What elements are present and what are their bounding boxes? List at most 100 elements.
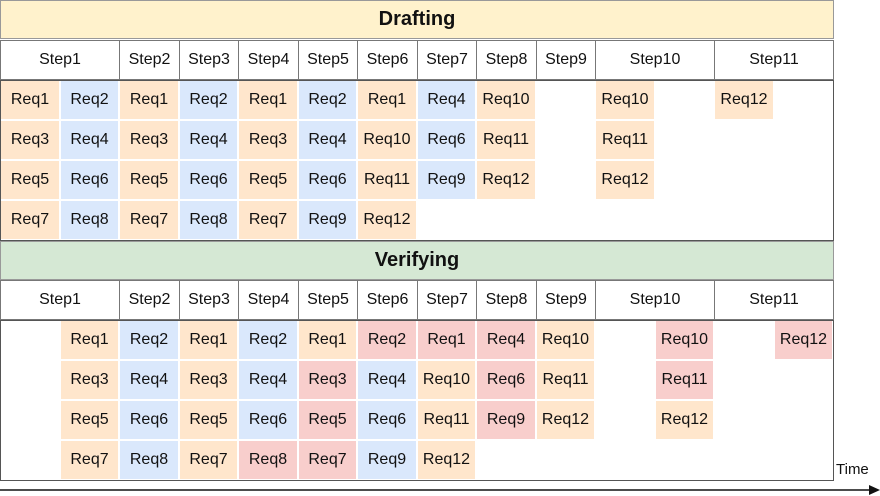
drafting-request-cell: Req9 [298,200,357,240]
verifying-step-header: Step3 [179,280,239,320]
verifying-request-cell: Req11 [655,360,714,400]
drafting-step-header: Step7 [417,40,477,80]
drafting-request-cell: Req12 [357,200,417,240]
verifying-request-cell: Req9 [357,440,417,480]
verifying-column [0,320,61,480]
verifying-request-cell: Req1 [417,320,476,360]
drafting-request-cell: Req3 [119,120,179,160]
drafting-request-cell: Req7 [0,200,60,240]
verifying-step-header: Step5 [298,280,358,320]
drafting-request-cell: Req1 [119,80,179,120]
drafting-step-header: Step6 [357,40,418,80]
drafting-request-cell: Req2 [298,80,357,120]
drafting-request-cell: Req12 [714,80,774,120]
verifying-step-header: Step9 [536,280,596,320]
drafting-request-cell: Req6 [298,160,357,200]
verifying-request-cell: Req12 [774,320,833,360]
drafting-step-header: Step10 [595,40,715,80]
verifying-request-cell: Req10 [536,320,595,360]
drafting-request-cell: Req12 [595,160,655,200]
drafting-request-cell: Req3 [238,120,298,160]
drafting-request-cell: Req11 [476,120,536,160]
verifying-request-cell: Req11 [536,360,595,400]
verifying-request-cell: Req6 [357,400,417,440]
verifying-request-cell: Req10 [655,320,714,360]
drafting-column [774,80,834,240]
drafting-step-header: Step11 [714,40,834,80]
drafting-request-cell: Req2 [179,80,238,120]
verifying-request-cell: Req12 [655,400,714,440]
verifying-step-header: Step10 [595,280,715,320]
verifying-request-cell: Req3 [179,360,238,400]
verifying-request-cell: Req6 [238,400,298,440]
drafting-column [655,80,715,240]
verifying-request-cell: Req4 [238,360,298,400]
drafting-step-header: Step3 [179,40,239,80]
verifying-request-cell: Req1 [60,320,119,360]
verifying-step-header: Step7 [417,280,477,320]
verifying-step-header: Step2 [119,280,180,320]
drafting-request-cell: Req6 [179,160,238,200]
verifying-request-cell: Req6 [119,400,179,440]
drafting-request-cell: Req2 [60,80,119,120]
verifying-request-cell: Req6 [476,360,536,400]
verifying-request-cell: Req2 [238,320,298,360]
verifying-request-cell: Req7 [298,440,357,480]
verifying-step-header: Step1 [0,280,120,320]
verifying-request-cell: Req2 [119,320,179,360]
verifying-request-cell: Req3 [298,360,357,400]
drafting-request-cell: Req8 [179,200,238,240]
drafting-request-cell: Req11 [357,160,417,200]
verifying-request-cell: Req4 [119,360,179,400]
drafting-request-cell: Req7 [238,200,298,240]
time-axis-label: Time [836,461,869,478]
verifying-request-cell: Req4 [476,320,536,360]
drafting-request-cell: Req7 [119,200,179,240]
verifying-step-header: Step11 [714,280,834,320]
drafting-request-cell: Req4 [60,120,119,160]
verifying-request-cell: Req12 [417,440,476,480]
verifying-request-cell: Req12 [536,400,595,440]
verifying-step-header: Step6 [357,280,418,320]
drafting-step-header: Step1 [0,40,120,80]
drafting-request-cell: Req4 [179,120,238,160]
drafting-request-cell: Req3 [0,120,60,160]
verifying-request-cell: Req7 [60,440,119,480]
drafting-step-header: Step5 [298,40,358,80]
verifying-request-cell: Req9 [476,400,536,440]
drafting-title: Drafting [0,0,834,39]
verifying-request-cell: Req5 [179,400,238,440]
verifying-request-cell: Req5 [298,400,357,440]
verifying-request-cell: Req11 [417,400,476,440]
verifying-request-cell: Req8 [119,440,179,480]
verifying-request-cell: Req3 [60,360,119,400]
drafting-request-cell: Req4 [417,80,476,120]
drafting-request-cell: Req10 [595,80,655,120]
verifying-column [714,320,775,480]
drafting-request-cell: Req6 [417,120,476,160]
drafting-step-header: Step8 [476,40,537,80]
time-axis-arrow [0,485,880,495]
verifying-request-cell: Req1 [298,320,357,360]
drafting-request-cell: Req4 [298,120,357,160]
drafting-request-cell: Req10 [357,120,417,160]
verifying-request-cell: Req4 [357,360,417,400]
verifying-request-cell: Req5 [60,400,119,440]
verifying-column [595,320,656,480]
drafting-step-header: Step2 [119,40,180,80]
drafting-column [536,80,596,240]
verifying-title: Verifying [0,241,834,280]
drafting-request-cell: Req5 [119,160,179,200]
drafting-request-cell: Req6 [60,160,119,200]
drafting-request-cell: Req5 [0,160,60,200]
drafting-request-cell: Req9 [417,160,476,200]
drafting-step-header: Step9 [536,40,596,80]
verifying-request-cell: Req7 [179,440,238,480]
verifying-request-cell: Req2 [357,320,417,360]
drafting-request-cell: Req11 [595,120,655,160]
drafting-request-cell: Req5 [238,160,298,200]
verifying-step-header: Step4 [238,280,299,320]
verifying-request-cell: Req1 [179,320,238,360]
drafting-request-cell: Req8 [60,200,119,240]
